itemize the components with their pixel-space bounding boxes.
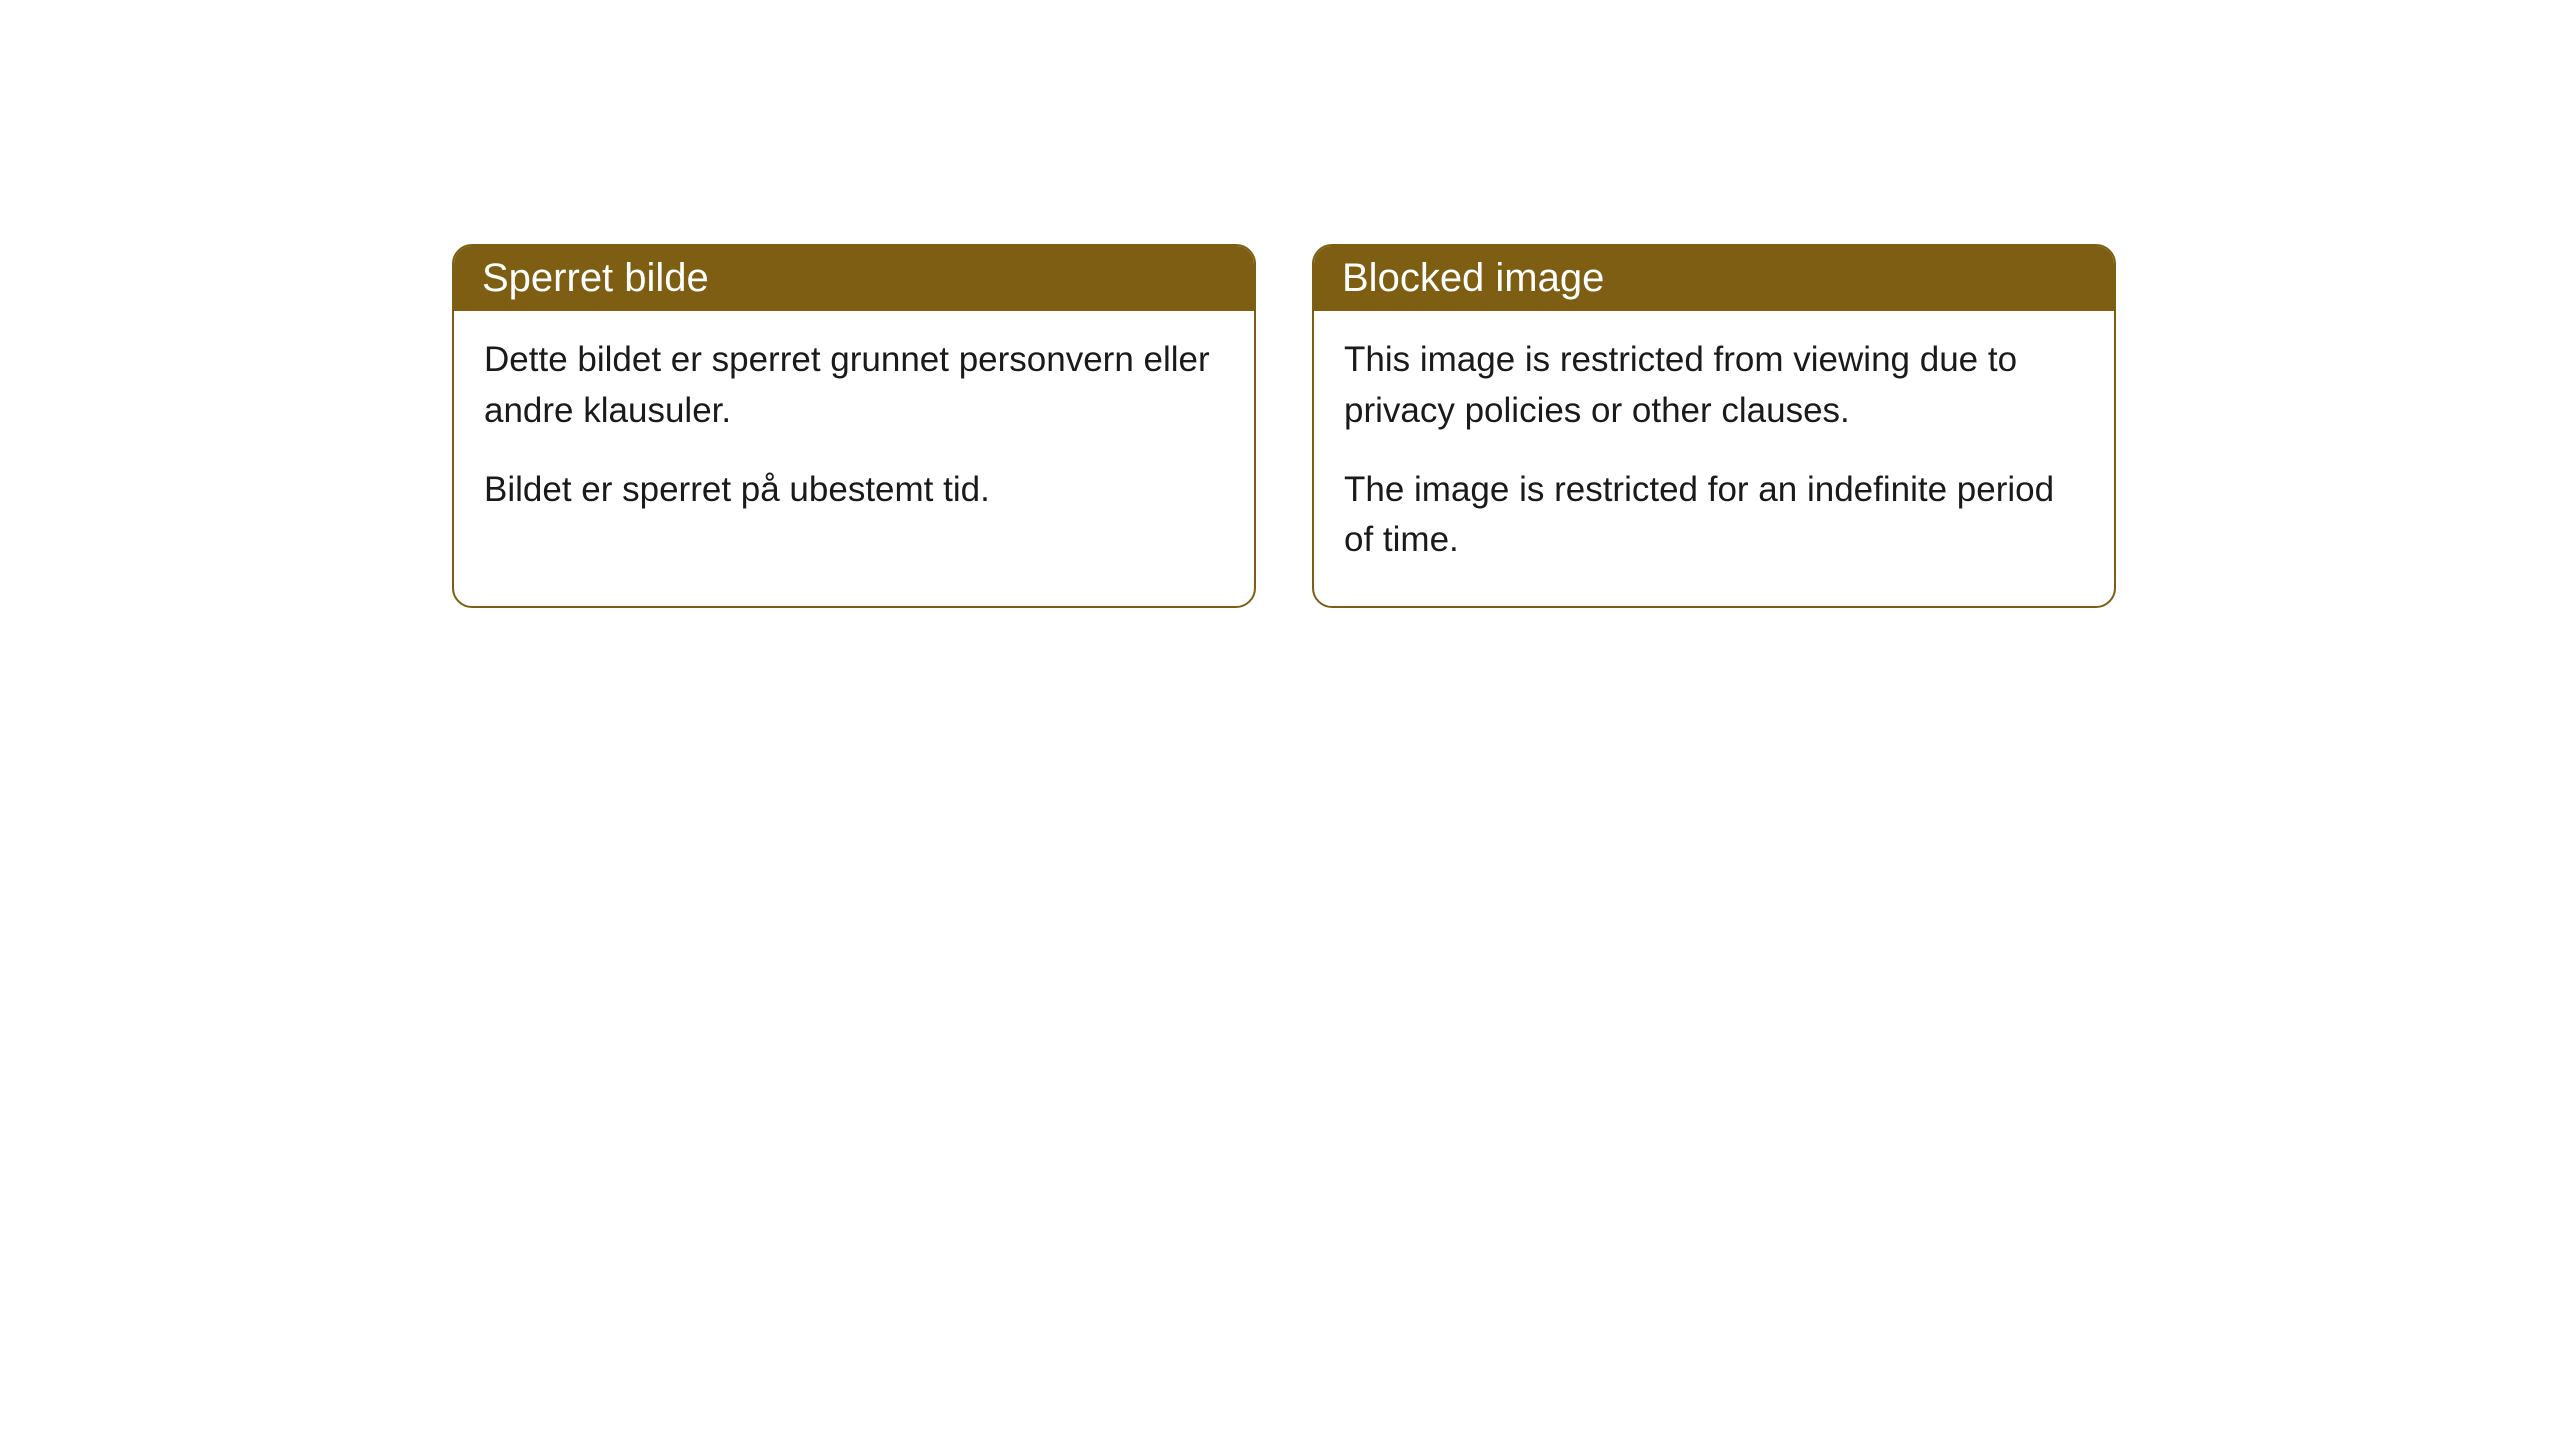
cards-container: Sperret bilde Dette bildet er sperret gr… <box>0 0 2560 608</box>
card-title-norwegian: Sperret bilde <box>482 256 709 300</box>
card-header-norwegian: Sperret bilde <box>454 246 1254 311</box>
card-english: Blocked image This image is restricted f… <box>1312 244 2116 608</box>
card-title-english: Blocked image <box>1342 256 1604 300</box>
card-paragraph2-english: The image is restricted for an indefinit… <box>1344 465 2084 567</box>
card-paragraph1-english: This image is restricted from viewing du… <box>1344 335 2084 437</box>
card-body-norwegian: Dette bildet er sperret grunnet personve… <box>454 311 1254 555</box>
card-body-english: This image is restricted from viewing du… <box>1314 311 2114 606</box>
card-paragraph2-norwegian: Bildet er sperret på ubestemt tid. <box>484 465 1224 516</box>
card-paragraph1-norwegian: Dette bildet er sperret grunnet personve… <box>484 335 1224 437</box>
card-header-english: Blocked image <box>1314 246 2114 311</box>
card-norwegian: Sperret bilde Dette bildet er sperret gr… <box>452 244 1256 608</box>
